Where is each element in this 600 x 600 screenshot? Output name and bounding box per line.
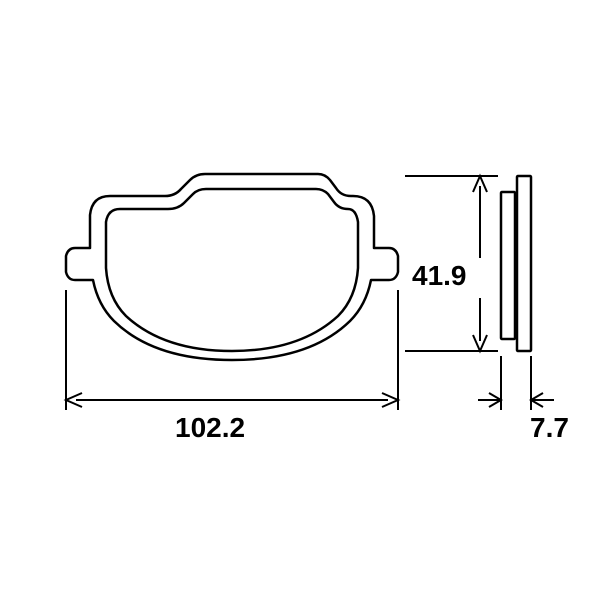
front-view-outline (66, 174, 398, 360)
drawing-svg (0, 0, 600, 600)
width-label: 102.2 (175, 412, 245, 444)
side-view-outline (501, 176, 531, 351)
height-label: 41.9 (412, 260, 467, 292)
thickness-label: 7.7 (530, 412, 569, 444)
technical-drawing: 102.2 41.9 7.7 (0, 0, 600, 600)
thickness-dimension (478, 356, 554, 410)
